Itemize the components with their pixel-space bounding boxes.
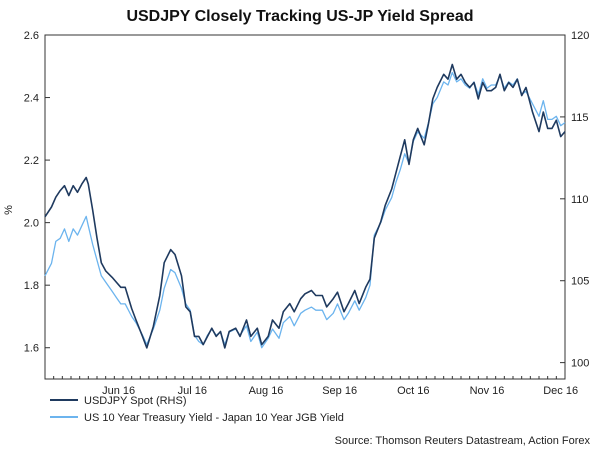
legend-label: USDJPY Spot (RHS) xyxy=(84,395,187,407)
series-line-usdjpy xyxy=(44,63,566,349)
x-tick-label: Dec 16 xyxy=(543,385,578,397)
series-line-yield-spread xyxy=(44,71,566,349)
right-axis: 100 105 110 115 120 xyxy=(560,30,589,370)
left-tick-label: 2.2 xyxy=(24,155,39,167)
source-text: Source: Thomson Reuters Datastream, Acti… xyxy=(335,435,591,447)
right-tick-label: 120 xyxy=(571,30,589,42)
y-axis-label-left: % xyxy=(3,205,15,215)
right-tick-label: 100 xyxy=(571,358,589,370)
x-tick-label: Jun 16 xyxy=(102,385,135,397)
chart-title: USDJPY Closely Tracking US-JP Yield Spre… xyxy=(126,8,473,25)
x-axis: Jun 16 Jul 16 Aug 16 Sep 16 Oct 16 Nov 16 Dec … xyxy=(44,376,578,397)
right-tick-label: 105 xyxy=(571,276,589,288)
left-tick-label: 1.8 xyxy=(24,280,39,292)
x-tick-label: Jul 16 xyxy=(178,385,207,397)
left-tick-label: 2.6 xyxy=(24,30,39,42)
x-tick-label: Nov 16 xyxy=(470,385,505,397)
left-axis: 1.6 1.8 2.0 2.2 2.4 2.6 xyxy=(24,30,50,355)
series-layer xyxy=(44,63,566,349)
right-tick-label: 115 xyxy=(571,112,589,124)
left-tick-label: 2.0 xyxy=(24,218,39,230)
left-tick-label: 1.6 xyxy=(24,343,39,355)
legend: USDJPY Spot (RHS) US 10 Year Treasury Yie… xyxy=(50,395,344,424)
plot-frame xyxy=(44,34,566,380)
legend-label: US 10 Year Treasury Yield - Japan 10 Yea… xyxy=(84,412,344,424)
x-tick-label: Oct 16 xyxy=(397,385,429,397)
left-tick-label: 2.4 xyxy=(24,93,39,105)
x-tick-label: Sep 16 xyxy=(322,385,357,397)
x-tick-label: Aug 16 xyxy=(249,385,284,397)
right-tick-label: 110 xyxy=(571,194,589,206)
